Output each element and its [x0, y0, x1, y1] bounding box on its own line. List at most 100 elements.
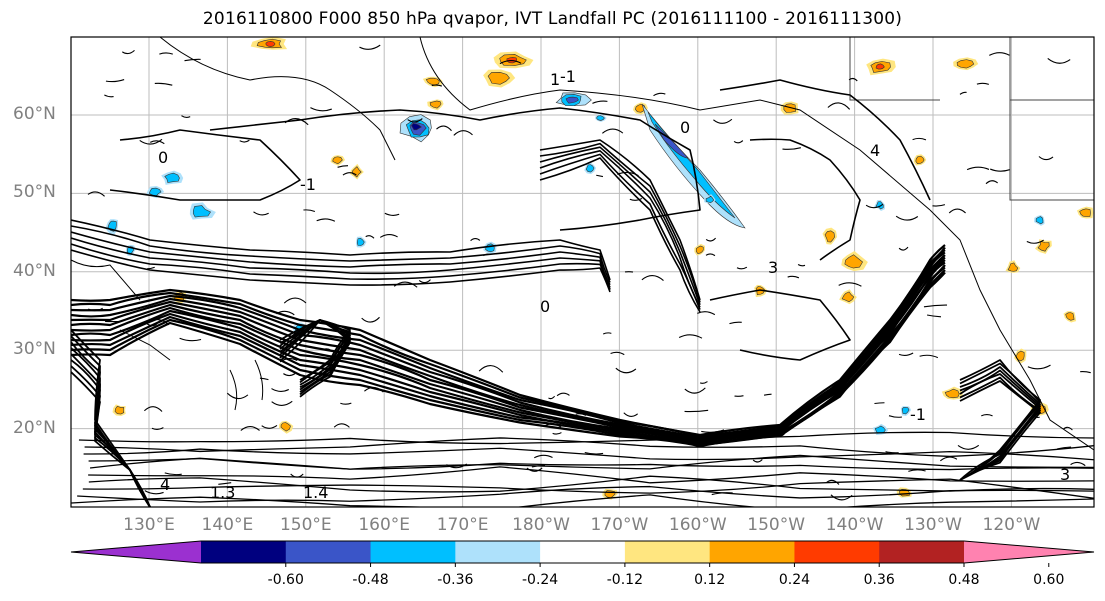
ivt-contour — [733, 140, 744, 144]
ivt-contour — [653, 92, 666, 97]
shading-patch — [192, 205, 212, 218]
lon-label: 130°E — [123, 515, 175, 535]
ivt-contour — [874, 402, 885, 405]
ivt-contour — [71, 269, 946, 447]
lon-label: 160°E — [358, 515, 411, 535]
ivt-contour — [539, 150, 701, 308]
shading-patch — [265, 41, 276, 47]
ivt-contour — [898, 246, 909, 251]
ivt-contour — [240, 426, 260, 431]
colorbar-segment — [794, 541, 880, 563]
ivt-contour — [71, 266, 946, 446]
ivt-contour — [848, 77, 858, 82]
ivt-contour — [602, 128, 624, 134]
ivt-contour — [575, 413, 587, 416]
ivt-contour — [705, 237, 717, 242]
lon-label: 150°E — [279, 515, 332, 535]
ivt-contour — [379, 234, 398, 238]
ivt-contour — [283, 373, 296, 377]
ivt-contour — [736, 433, 750, 437]
ivt-contour — [276, 310, 295, 316]
ivt-contour — [87, 307, 103, 312]
ivt-contour — [531, 464, 545, 468]
shading-patch — [705, 195, 715, 203]
shading-patch — [915, 155, 925, 164]
ivt-contour — [209, 107, 701, 231]
ivt-contour — [826, 479, 840, 485]
ivt-contour — [319, 370, 332, 375]
ivt-contour — [797, 264, 806, 267]
ivt-contour — [584, 451, 604, 455]
ivt-contour — [71, 231, 611, 286]
ivt-contour — [895, 215, 919, 221]
ivt-contour — [709, 289, 851, 361]
ivt-contour — [989, 52, 1010, 56]
ivt-contour — [699, 381, 708, 384]
ivt-contour — [149, 140, 165, 145]
ivt-contour — [959, 91, 967, 95]
lon-label: 180°W — [512, 515, 570, 535]
shading-patch — [356, 237, 365, 246]
colorbar-segment — [285, 541, 372, 563]
ivt-contour — [592, 100, 608, 104]
ivt-contour — [71, 249, 611, 293]
ivt-contour — [830, 494, 853, 501]
ivt-contour — [615, 367, 637, 374]
contour-label: 1.3 — [210, 483, 235, 502]
lon-label: 160°W — [668, 515, 727, 535]
ivt-contour — [939, 456, 958, 462]
ivt-contour — [279, 319, 351, 396]
ivt-contour — [87, 191, 105, 197]
ivt-contour — [1080, 371, 1091, 374]
ivt-contour — [776, 433, 785, 437]
lon-label: 170°E — [436, 515, 489, 535]
ivt-contour — [384, 212, 400, 216]
ivt-contour — [159, 52, 173, 55]
shading-patch — [565, 96, 579, 104]
ivt-contour — [279, 319, 351, 393]
ivt-contour — [147, 266, 155, 270]
ivt-contour — [1032, 415, 1040, 418]
ivt-contour — [84, 437, 1094, 458]
colorbar — [70, 540, 1095, 567]
shading-patch — [956, 59, 975, 69]
lon-label: 120°W — [982, 515, 1041, 535]
ivt-contour — [898, 352, 914, 356]
colorbar-tick-label: 0.24 — [778, 572, 811, 588]
ivt-contour — [539, 153, 701, 310]
ivt-contour — [470, 238, 481, 242]
ivt-contour — [534, 454, 553, 459]
ivt-contour — [361, 316, 380, 323]
colorbar-segment — [709, 541, 795, 563]
ivt-contour — [342, 172, 357, 176]
ivt-contour — [959, 369, 1041, 481]
ivt-contour — [539, 157, 701, 313]
ivt-contour — [976, 82, 990, 85]
ivt-contour — [684, 409, 709, 413]
colorbar-segment — [370, 541, 456, 563]
colorbar-segment — [201, 541, 287, 563]
shading-patch — [1079, 208, 1091, 217]
ivt-contour — [239, 139, 250, 143]
ivt-contour — [959, 380, 1041, 481]
ivt-contour — [926, 314, 942, 318]
colorbar-tick-label: 0.48 — [948, 572, 980, 588]
shading-patch — [1035, 216, 1044, 225]
ivt-contour — [641, 275, 664, 282]
ivt-contour — [364, 386, 384, 393]
ivt-contour — [478, 365, 504, 373]
ivt-contour — [981, 414, 993, 417]
ivt-contour — [164, 472, 182, 476]
shading-patch — [695, 245, 704, 255]
shading-patch — [875, 201, 884, 210]
ivt-contour — [143, 406, 163, 412]
ivt-contour — [1027, 364, 1051, 370]
ivt-contour — [629, 197, 643, 201]
ivt-contour — [179, 337, 202, 342]
ivt-contour — [885, 451, 899, 454]
ivt-contour — [446, 463, 468, 469]
ivt-contour — [827, 102, 851, 110]
ivt-contour — [71, 244, 946, 437]
shading-patch — [841, 291, 855, 303]
